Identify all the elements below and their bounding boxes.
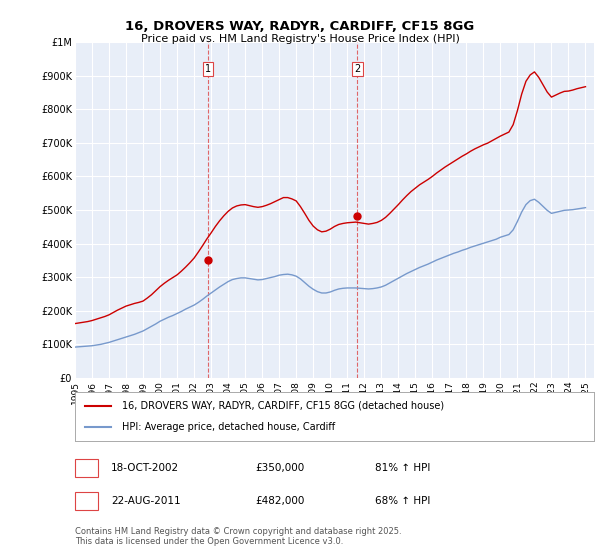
Text: 2: 2 [83,496,90,506]
Text: 2: 2 [355,64,361,74]
Text: HPI: Average price, detached house, Cardiff: HPI: Average price, detached house, Card… [122,422,335,432]
Text: 16, DROVERS WAY, RADYR, CARDIFF, CF15 8GG: 16, DROVERS WAY, RADYR, CARDIFF, CF15 8G… [125,20,475,32]
Text: £482,000: £482,000 [255,496,304,506]
Text: 22-AUG-2011: 22-AUG-2011 [111,496,181,506]
Text: 18-OCT-2002: 18-OCT-2002 [111,463,179,473]
Text: £350,000: £350,000 [255,463,304,473]
Text: 1: 1 [83,463,90,473]
Text: 1: 1 [205,64,211,74]
Text: 16, DROVERS WAY, RADYR, CARDIFF, CF15 8GG (detached house): 16, DROVERS WAY, RADYR, CARDIFF, CF15 8G… [122,400,444,410]
Text: Price paid vs. HM Land Registry's House Price Index (HPI): Price paid vs. HM Land Registry's House … [140,34,460,44]
Text: 68% ↑ HPI: 68% ↑ HPI [375,496,430,506]
Text: Contains HM Land Registry data © Crown copyright and database right 2025.
This d: Contains HM Land Registry data © Crown c… [75,526,401,546]
Text: 81% ↑ HPI: 81% ↑ HPI [375,463,430,473]
